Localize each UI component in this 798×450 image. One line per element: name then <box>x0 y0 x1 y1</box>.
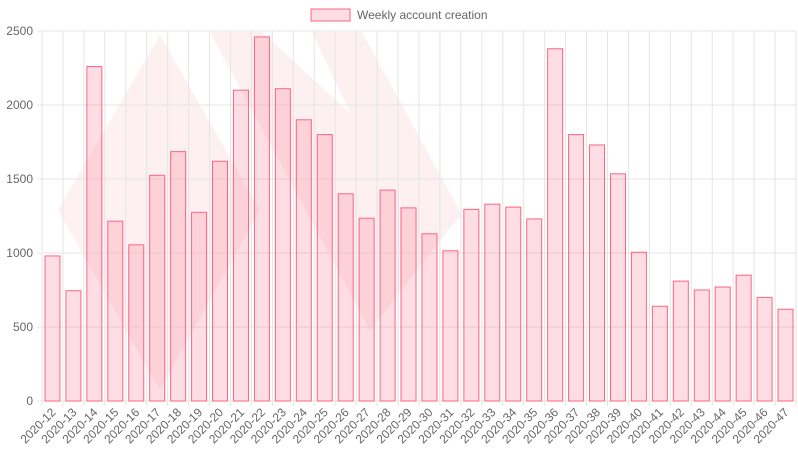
legend-label: Weekly account creation <box>357 8 488 22</box>
bar <box>484 203 501 402</box>
bar <box>358 217 375 402</box>
bar <box>672 280 689 402</box>
bar <box>547 48 564 402</box>
bar <box>442 250 459 402</box>
bar <box>777 308 794 402</box>
bar <box>253 36 270 402</box>
legend-swatch <box>310 8 351 22</box>
bar <box>149 174 166 402</box>
bar <box>714 286 731 402</box>
bar <box>379 189 396 402</box>
bar <box>463 208 480 402</box>
bar <box>756 296 773 402</box>
bar <box>274 88 291 402</box>
bar <box>65 290 82 402</box>
bar <box>589 144 606 402</box>
bar <box>170 151 187 402</box>
bar <box>421 233 438 402</box>
bar <box>735 274 752 402</box>
y-tick-label: 2000 <box>6 98 33 112</box>
bar <box>107 220 124 402</box>
y-tick-label: 1500 <box>6 172 33 186</box>
bar <box>232 89 249 402</box>
bar <box>316 134 333 402</box>
y-tick-label: 2500 <box>6 24 33 38</box>
bar <box>568 134 585 402</box>
bar <box>526 218 543 402</box>
bar <box>337 193 354 402</box>
bar <box>128 244 145 402</box>
bar <box>44 255 61 402</box>
bar <box>295 119 312 402</box>
bar <box>505 206 522 402</box>
y-tick-label: 0 <box>26 394 33 408</box>
bar <box>191 211 208 402</box>
bar <box>609 173 626 402</box>
bar <box>400 207 417 402</box>
bar <box>212 160 229 402</box>
bar <box>693 289 710 402</box>
bar <box>630 251 647 402</box>
y-tick-label: 500 <box>13 320 33 334</box>
y-tick-label: 1000 <box>6 246 33 260</box>
bar <box>86 66 103 402</box>
bar <box>651 305 668 402</box>
